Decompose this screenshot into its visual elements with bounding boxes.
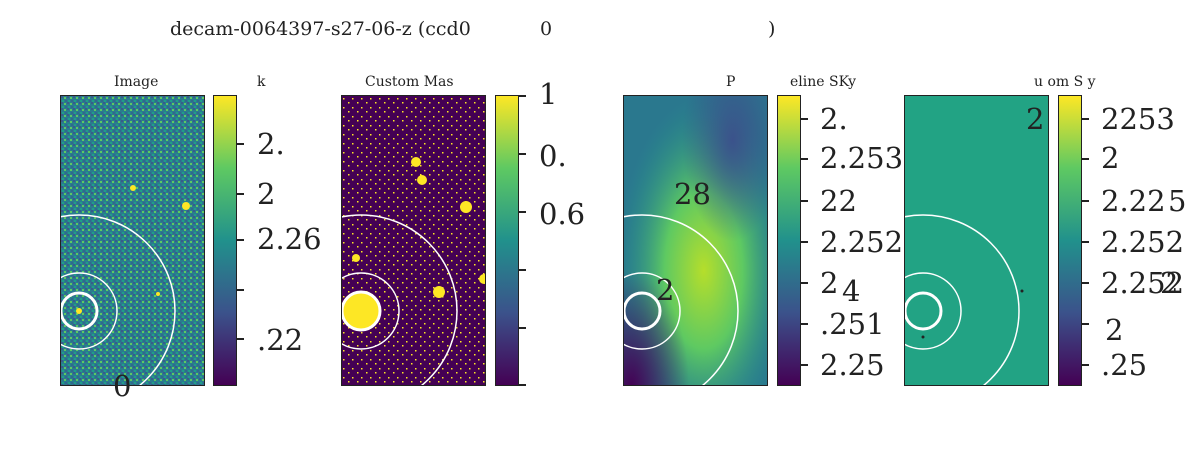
panel-1-source-blob (76, 308, 82, 314)
panel-4-colorbar-tick (1082, 241, 1089, 243)
panel-3-colorbar-tick (801, 200, 808, 202)
panel-1-colorbar (213, 95, 237, 386)
panel-1-colorbar-label: k (257, 74, 266, 90)
panel-4-colorbar-tick (1082, 158, 1089, 160)
panel-3-tick-label: 2. (820, 102, 848, 136)
panel-3-tick-label: .251 (820, 307, 885, 341)
panel-3-colorbar-tick (801, 118, 808, 120)
panel-2-colorbar-tick (519, 95, 526, 97)
panel-4-dot (921, 335, 925, 339)
panel-1-tick-label: 2. (257, 127, 285, 161)
panel-3-tick-label: 2.252 (820, 225, 904, 259)
panel-3-ring-mid (624, 272, 681, 350)
panel-1-image (60, 95, 205, 386)
panel-2-colorbar-tick (519, 327, 526, 329)
panel-4-tick-label: 2 (1101, 141, 1120, 175)
panel-3-tick-label: 2.253 (820, 141, 904, 175)
panel-3-ring-inner (624, 291, 662, 331)
panel-4-title: u om S y (1034, 74, 1096, 90)
panel-1-ring-outer (61, 214, 176, 385)
panel-2-mask-blob (460, 201, 472, 213)
panel-4-ring-inner (905, 291, 943, 331)
panel-2-tick-label: 0. (539, 139, 567, 173)
panel-1-tick-label: 2.26 (257, 222, 322, 256)
panel-1-ring-mid (61, 272, 118, 350)
panel-2-colorbar-tick (519, 269, 526, 271)
panel-2-mask-blob (411, 157, 421, 167)
panel-3-colorbar-tick (801, 241, 808, 243)
panel-4-ring-outer (905, 214, 1020, 385)
panel-4-tick-label: 2253 (1101, 102, 1175, 136)
panel-2-colorbar-tick (519, 384, 526, 386)
panel-1-source-blob (156, 292, 160, 296)
panel-4-dot (1020, 289, 1024, 293)
figure-title-part-1: decam-0064397-s27-06-z (ccd0 (170, 18, 471, 40)
panel-1-tick-label: .22 (257, 323, 304, 357)
panel-2-ring-outer (342, 214, 458, 385)
panel-4-custom-sky (904, 95, 1049, 386)
panel-4-colorbar-tick (1082, 282, 1089, 284)
panel-3-heatmap-svg (624, 96, 767, 385)
panel-4-tick-label: 2.252 (1101, 225, 1185, 259)
panel-3-pipeline-sky (623, 95, 768, 386)
panel-4-tick-label: .25 (1101, 348, 1148, 382)
panel-3-colorbar-tick (801, 323, 808, 325)
panel-2-colorbar-tick (519, 153, 526, 155)
panel-2-mask-blob (433, 286, 445, 298)
panel-3-title-right: eline SKy (790, 74, 857, 90)
panel-1-colorbar-tick (237, 193, 244, 195)
panel-3-ring-outer (624, 214, 739, 385)
panel-4-annotation: 5 (1168, 184, 1187, 218)
panel-2-colorbar (495, 95, 519, 386)
panel-4-colorbar (1058, 95, 1082, 386)
panel-3-colorbar-tick (801, 364, 808, 366)
panel-3-colorbar-tick (801, 282, 808, 284)
panel-4-tick-label: 2.22 (1101, 184, 1166, 218)
panel-3-colorbar-tick (801, 158, 808, 160)
panel-2-tick-label: 0.6 (539, 197, 586, 231)
panel-4-ring-mid (905, 272, 962, 350)
panel-3-tick-label: 2 (820, 266, 839, 300)
panel-4-annotation: 2 (1160, 266, 1179, 300)
panel-3-annotation: 2 (656, 273, 675, 307)
figure-title-part-3: ) (768, 18, 776, 40)
panel-1-source-blob (130, 185, 136, 191)
panel-1-colorbar-tick (237, 338, 244, 340)
panel-2-mask-blob (352, 254, 360, 262)
panel-4-tick-label: 2.252 (1101, 266, 1185, 300)
panel-4-annotation: 2 (1026, 102, 1045, 136)
panel-1-colorbar-tick (237, 239, 244, 241)
panel-4-colorbar-tick (1082, 323, 1089, 325)
panel-2-ring-inner (342, 290, 382, 332)
panel-1-heatmap-svg (61, 96, 204, 385)
panel-3-title: P (726, 74, 736, 90)
panel-4-tick-label: 2 (1105, 313, 1124, 347)
panel-3-tick-label: 22 (820, 184, 857, 218)
panel-3-annotation: 28 (674, 177, 711, 211)
panel-1-source-blob (182, 202, 190, 210)
panel-2-colorbar-tick (519, 211, 526, 213)
figure-title-part-2: 0 (540, 18, 553, 40)
panel-1-ring-inner (61, 291, 99, 331)
panel-4-colorbar-tick (1082, 364, 1089, 366)
panel-1-colorbar-tick (237, 143, 244, 145)
panel-2-mask-blob (417, 175, 427, 185)
panel-2-tick-label: 1 (539, 77, 558, 111)
panel-2-mask-svg (342, 96, 485, 385)
panel-2-title: Custom Mas (365, 74, 454, 90)
panel-4-colorbar-tick (1082, 118, 1089, 120)
panel-1-colorbar-tick (237, 289, 244, 291)
panel-2-mask-main (342, 292, 380, 330)
panel-3-annotation: 4 (842, 274, 861, 308)
panel-4-heatmap-svg (905, 214, 1024, 385)
panel-1-title: Image (114, 74, 159, 90)
panel-2-mask (341, 95, 486, 386)
panel-2-mask-blob (479, 274, 485, 284)
panel-1-annotation: 0 (113, 369, 132, 403)
panel-4-colorbar-tick (1082, 200, 1089, 202)
panel-3-colorbar (777, 95, 801, 386)
panel-2-ring-mid (342, 272, 400, 350)
panel-1-tick-label: 2 (257, 177, 276, 211)
panel-3-tick-label: 2.25 (820, 348, 885, 382)
